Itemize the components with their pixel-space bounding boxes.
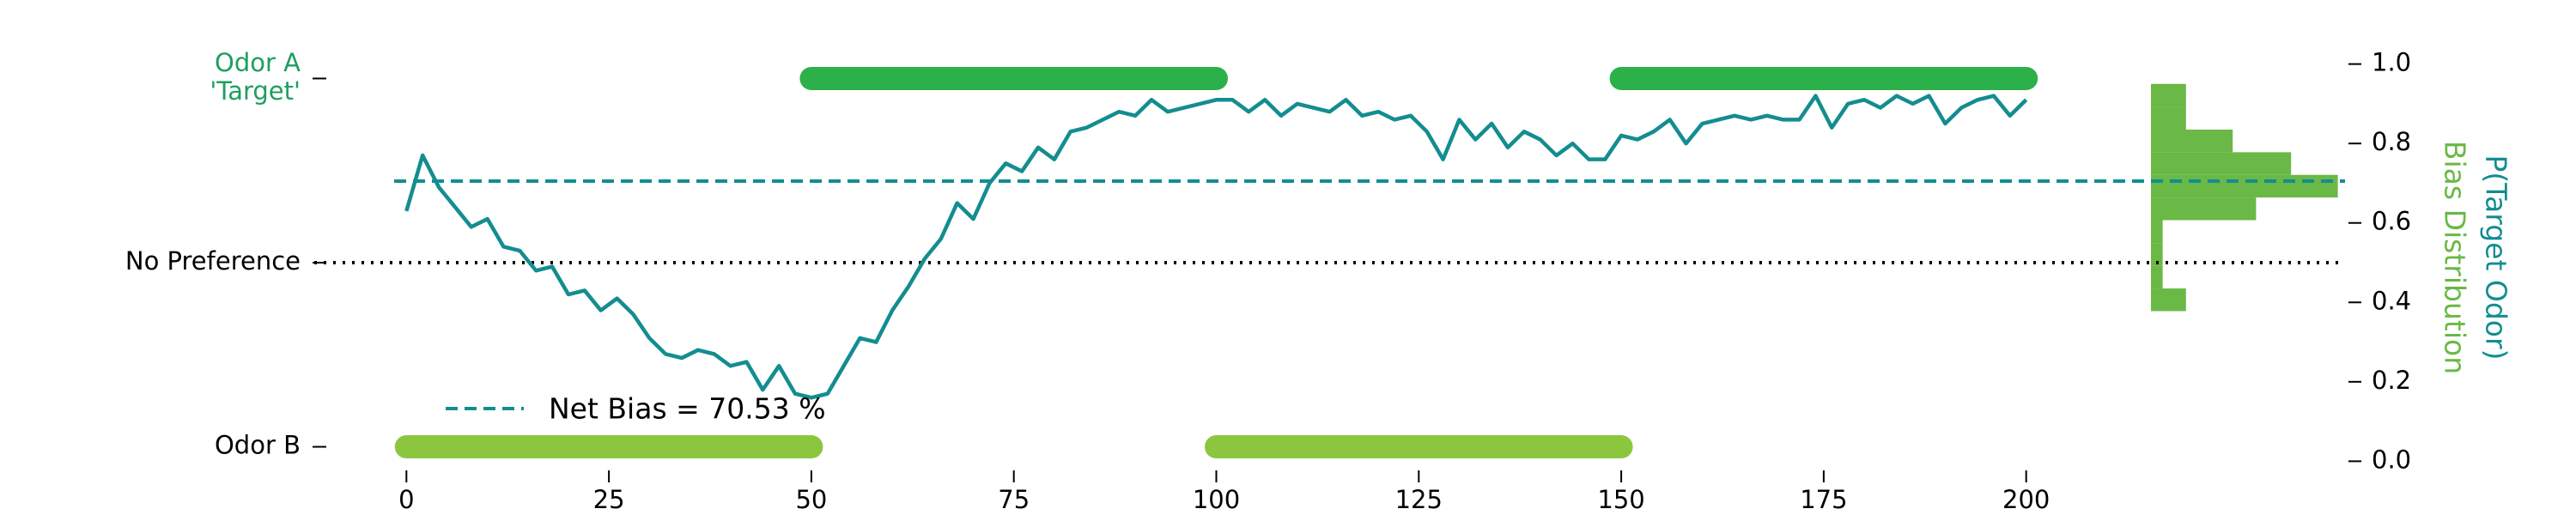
y2-tick-label: 0.4	[2372, 286, 2411, 315]
x-tick-label: 0	[398, 485, 414, 514]
histogram-bar	[2151, 129, 2233, 153]
y-tick-label: Odor A 'Target'	[210, 48, 301, 106]
y2-tick-label: 1.0	[2372, 48, 2411, 77]
y-tick-label: No Preference	[125, 246, 301, 276]
y-tick-label: Odor B	[215, 431, 301, 460]
histogram-bar	[2151, 243, 2163, 266]
histogram-bar	[2151, 174, 2338, 198]
y2-tick-label: 0.0	[2372, 445, 2411, 474]
histogram-label: Bias Distribution	[2439, 141, 2472, 374]
x-tick-label: 125	[1395, 485, 1443, 514]
histogram-bar	[2151, 152, 2292, 175]
y2-axis-label: P(Target Odor)	[2480, 155, 2513, 360]
histogram-bar	[2151, 83, 2186, 107]
histogram-bar	[2151, 106, 2186, 130]
x-tick-label: 75	[998, 485, 1030, 514]
histogram-bar	[2151, 265, 2163, 289]
y2-tick-label: 0.2	[2372, 366, 2411, 395]
x-tick-label: 150	[1597, 485, 1644, 514]
x-tick-label: 100	[1193, 485, 1240, 514]
histogram-bar	[2151, 288, 2186, 312]
x-tick-label: 175	[1800, 485, 1847, 514]
x-tick-label: 200	[2002, 485, 2050, 514]
x-tick-label: 25	[593, 485, 625, 514]
y2-tick-label: 0.8	[2372, 127, 2411, 156]
histogram-bar	[2151, 220, 2163, 244]
histogram-bar	[2151, 197, 2257, 221]
series-line	[404, 94, 2028, 400]
y2-tick-label: 0.6	[2372, 207, 2411, 236]
legend-label: Net Bias = 70.53 %	[549, 392, 826, 426]
x-tick-label: 50	[795, 485, 827, 514]
